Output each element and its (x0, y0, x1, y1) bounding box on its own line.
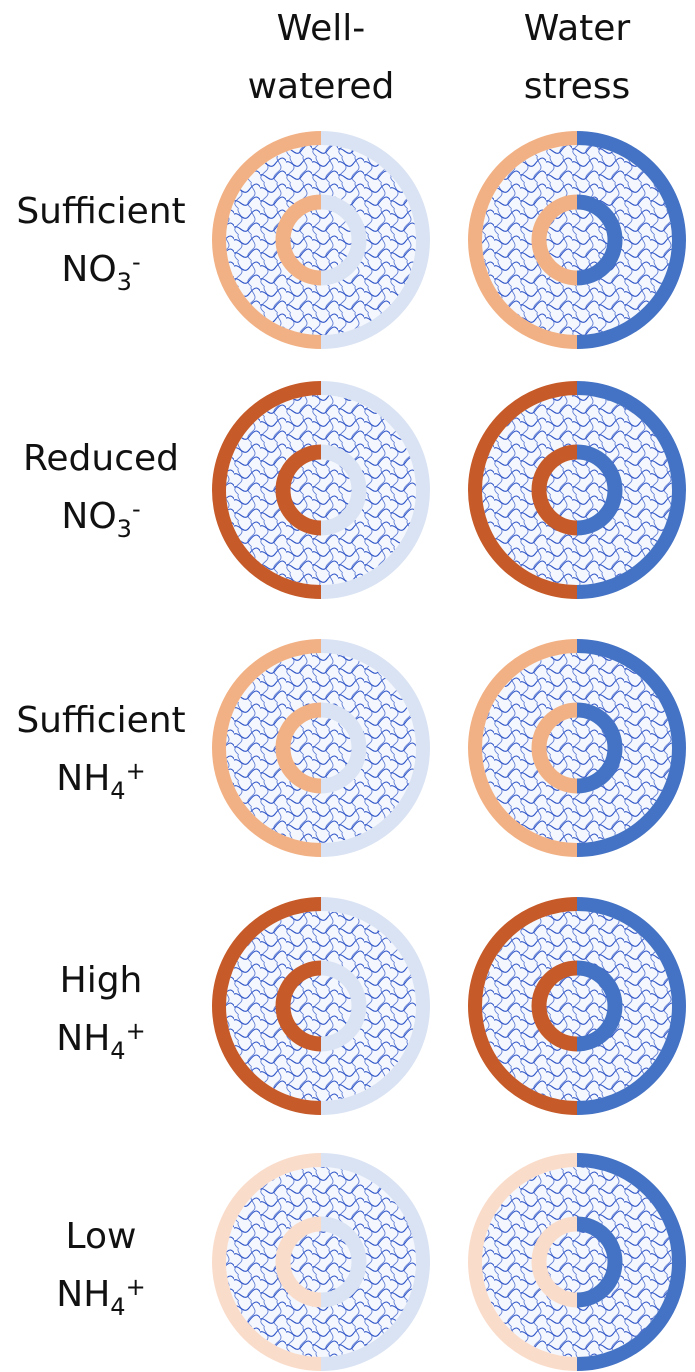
soil-texture-fill (482, 395, 672, 585)
row-label-sufficient-no3: Sufficient (16, 191, 185, 232)
inner-nitrogen-arc (531, 444, 578, 536)
ion-subscript: 3 (117, 515, 132, 543)
ion-superscript: - (132, 495, 141, 523)
inner-water-arc (320, 960, 367, 1052)
inner-water-arc (320, 702, 367, 794)
row-label-low-nh4: Low (66, 1216, 137, 1257)
ion-subscript: 4 (110, 777, 125, 805)
soil-texture-fill (482, 145, 672, 335)
soil-texture-fill (482, 1167, 672, 1357)
soil-texture-fill (226, 911, 416, 1101)
column-header-well-watered-line2: watered (248, 66, 395, 107)
inner-nitrogen-arc (275, 702, 322, 794)
outer-water-arc (320, 131, 430, 349)
treatment-glyph-grid (212, 131, 686, 1371)
ion-superscript: + (126, 1273, 146, 1301)
column-header-well-watered: Well- (277, 8, 366, 49)
outer-nitrogen-arc (468, 131, 578, 349)
outer-water-arc (576, 639, 686, 857)
outer-nitrogen-arc (212, 381, 322, 599)
inner-water-arc (576, 444, 623, 536)
treatment-glyph (212, 381, 430, 599)
row-label-high-nh4: High (60, 960, 143, 1001)
ion-superscript: + (126, 1017, 146, 1045)
inner-water-arc (576, 960, 623, 1052)
treatment-glyph (468, 1153, 686, 1371)
inner-nitrogen-arc (531, 702, 578, 794)
inner-nitrogen-arc (275, 444, 322, 536)
soil-texture-fill (482, 653, 672, 843)
row-ion-formula-nh4-high: NH4+ (56, 1017, 145, 1065)
treatment-glyph (212, 639, 430, 857)
treatment-glyph (212, 1153, 430, 1371)
inner-nitrogen-arc (531, 194, 578, 286)
outer-nitrogen-arc (468, 1153, 578, 1371)
row-ion-formula-no3-sufficient: NO3- (61, 248, 140, 296)
soil-texture-fill (226, 1167, 416, 1357)
outer-nitrogen-arc (212, 639, 322, 857)
inner-water-arc (576, 1216, 623, 1308)
outer-water-arc (576, 897, 686, 1115)
ion-superscript: + (126, 757, 146, 785)
inner-water-arc (320, 1216, 367, 1308)
inner-nitrogen-arc (531, 1216, 578, 1308)
outer-nitrogen-arc (212, 131, 322, 349)
treatment-glyph (212, 897, 430, 1115)
outer-nitrogen-arc (212, 897, 322, 1115)
soil-texture-fill (482, 911, 672, 1101)
ion-subscript: 3 (117, 268, 132, 296)
inner-water-arc (320, 444, 367, 536)
treatment-glyph (468, 897, 686, 1115)
inner-water-arc (576, 194, 623, 286)
outer-water-arc (576, 381, 686, 599)
outer-nitrogen-arc (468, 639, 578, 857)
inner-water-arc (320, 194, 367, 286)
row-ion-formula-no3-reduced: NO3- (61, 495, 140, 543)
ion-base: NO (61, 496, 116, 537)
inner-nitrogen-arc (275, 960, 322, 1052)
soil-texture-fill (226, 653, 416, 843)
column-header-water-stress-line2: stress (524, 66, 631, 107)
row-label-reduced-no3: Reduced (23, 438, 179, 479)
inner-nitrogen-arc (531, 960, 578, 1052)
outer-water-arc (320, 381, 430, 599)
outer-nitrogen-arc (212, 1153, 322, 1371)
ion-base: NH (56, 1018, 110, 1059)
outer-water-arc (576, 1153, 686, 1371)
outer-water-arc (320, 639, 430, 857)
ion-base: NO (61, 249, 116, 290)
ion-subscript: 4 (110, 1293, 125, 1321)
inner-nitrogen-arc (275, 1216, 322, 1308)
treatment-glyph (468, 639, 686, 857)
row-ion-formula-nh4-low: NH4+ (56, 1273, 145, 1321)
soil-texture-fill (226, 395, 416, 585)
outer-water-arc (320, 1153, 430, 1371)
row-label-sufficient-nh4: Sufficient (16, 700, 185, 741)
ion-base: NH (56, 758, 110, 799)
row-ion-formula-nh4-sufficient: NH4+ (56, 757, 145, 805)
ion-base: NH (56, 1274, 110, 1315)
ion-superscript: - (132, 248, 141, 276)
column-header-water-stress: Water (524, 8, 631, 49)
outer-water-arc (576, 131, 686, 349)
inner-nitrogen-arc (275, 194, 322, 286)
treatment-glyph (468, 381, 686, 599)
outer-water-arc (320, 897, 430, 1115)
soil-texture-fill (226, 145, 416, 335)
treatment-glyph (468, 131, 686, 349)
inner-water-arc (576, 702, 623, 794)
treatment-glyph (212, 131, 430, 349)
outer-nitrogen-arc (468, 897, 578, 1115)
outer-nitrogen-arc (468, 381, 578, 599)
ion-subscript: 4 (110, 1037, 125, 1065)
